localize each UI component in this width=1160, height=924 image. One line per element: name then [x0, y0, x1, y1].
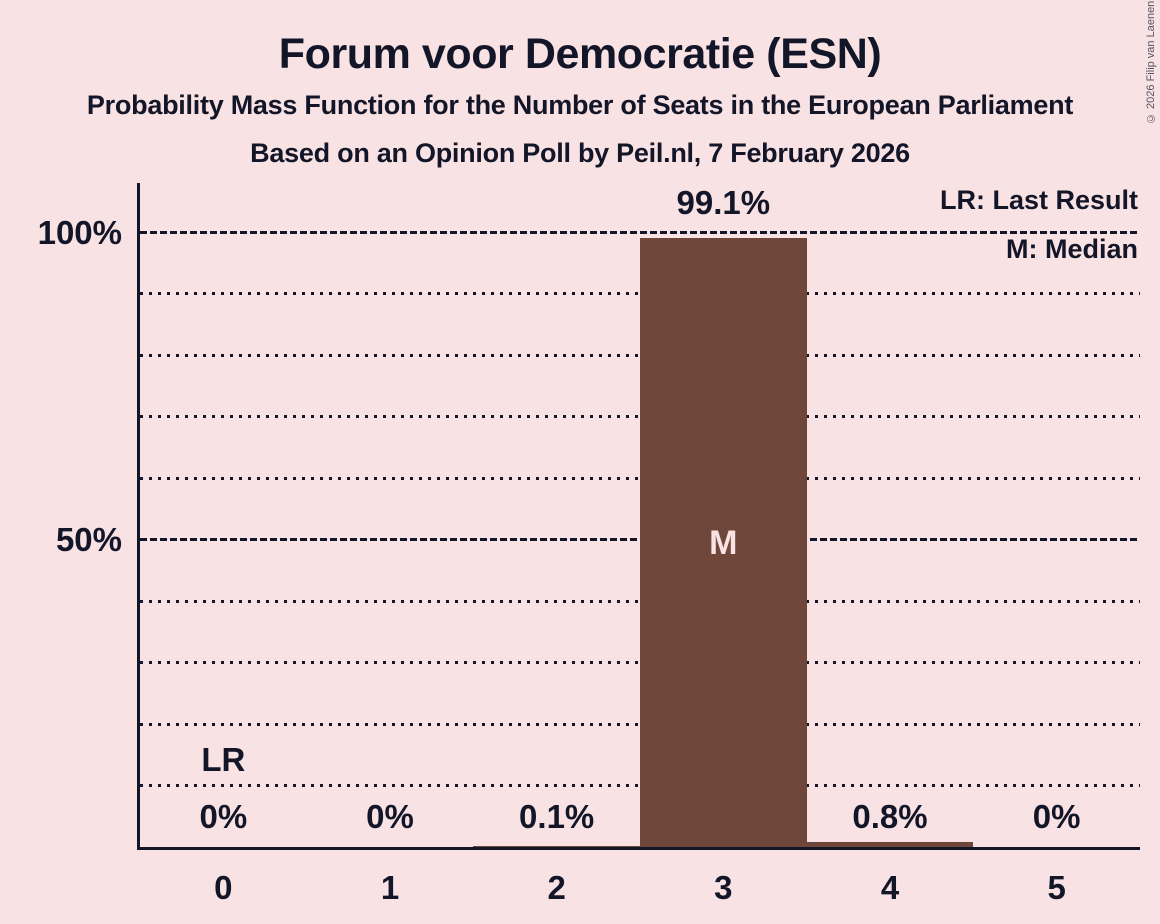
bar-seats-3 — [640, 238, 807, 847]
x-tick-label-5: 5 — [1047, 869, 1066, 906]
bar-seats-2 — [473, 846, 640, 847]
x-tick-label-4: 4 — [880, 869, 900, 906]
bar-value-label-2: 0.1% — [519, 798, 595, 835]
bar-value-label-4: 0.8% — [852, 798, 928, 835]
chart-subtitle: Probability Mass Function for the Number… — [86, 90, 1074, 120]
chart-title: Forum voor Democratie (ESN) — [278, 30, 882, 78]
chart-poll-info: Based on an Opinion Poll by Peil.nl, 7 F… — [250, 138, 910, 168]
y-tick-label-100: 100% — [37, 213, 122, 251]
copyright-notice: © 2026 Filip van Laenen — [1145, 0, 1157, 124]
median-marker: M — [709, 523, 738, 562]
x-tick-label-3: 3 — [714, 869, 733, 906]
legend-median: M: Median — [1006, 234, 1138, 264]
plot-area: 0% 0% 0.1% 99.1% 0.8% 0% LR M — [137, 183, 1140, 850]
x-tick-label-1: 1 — [380, 869, 400, 906]
y-axis-labels: 100% 50% — [0, 0, 122, 924]
x-axis-labels: 0 1 2 3 4 5 — [140, 868, 1140, 908]
y-tick-label-50: 50% — [55, 520, 122, 558]
x-tick-label-0: 0 — [214, 869, 233, 906]
bar-value-label-5: 0% — [1032, 798, 1081, 835]
legend-last-result: LR: Last Result — [939, 185, 1138, 215]
bar-seats-4 — [806, 842, 974, 847]
bar-value-label-3: 99.1% — [676, 184, 771, 222]
gridline-major-100 — [140, 231, 1140, 234]
bar-value-label-1: 0% — [366, 798, 414, 835]
last-result-marker: LR — [201, 741, 246, 778]
x-tick-label-2: 2 — [547, 869, 566, 906]
bar-value-label-0: 0% — [199, 798, 248, 835]
